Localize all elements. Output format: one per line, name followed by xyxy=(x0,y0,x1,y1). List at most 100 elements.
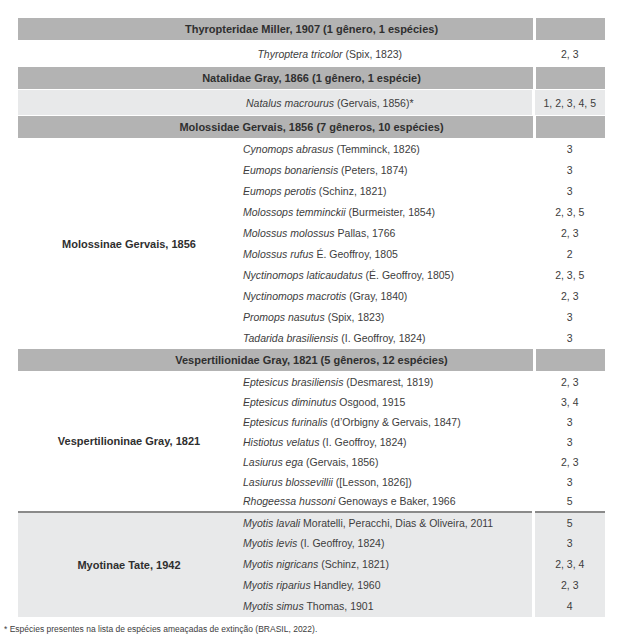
species-cell: Myotis levis (I. Geoffroy, 1824) xyxy=(240,533,533,554)
species-cell: Myotis riparius Handley, 1960 xyxy=(240,575,533,596)
species-authority: Thomas, 1901 xyxy=(304,600,374,612)
subfamily-cell: Molossinae Gervais, 1856 xyxy=(18,139,240,349)
species-row: Molossinae Gervais, 1856Cynomops abrasus… xyxy=(18,139,605,160)
species-cell: Eumops bonariensis (Peters, 1874) xyxy=(240,160,533,181)
species-authority: Osgood, 1915 xyxy=(336,396,405,408)
subfamily-cell: Vespertilioninae Gray, 1821 xyxy=(18,372,240,512)
species-authority: (Desmarest, 1819) xyxy=(343,376,433,388)
species-scientific-name: Eptesicus brasiliensis xyxy=(243,376,343,388)
species-cell: Myotis simus Thomas, 1901 xyxy=(240,596,533,617)
species-cell: Tadarida brasiliensis (I. Geoffroy, 1824… xyxy=(240,328,533,349)
species-authority: Handley, 1960 xyxy=(311,579,381,591)
species-scientific-name: Histiotus velatus xyxy=(243,436,319,448)
family-header-row: Natalidae Gray, 1866 (1 gênero, 1 espéci… xyxy=(18,67,605,90)
species-authority: (I. Geoffroy, 1824) xyxy=(319,436,406,448)
numbers-cell: 3 xyxy=(533,533,605,554)
family-header-label: Vespertilionidae Gray, 1821 (5 gêneros, … xyxy=(18,349,605,372)
species-scientific-name: Cynomops abrasus xyxy=(243,143,333,155)
numbers-cell: 2 xyxy=(533,244,605,265)
species-cell: Molossops temminckii (Burmeister, 1854) xyxy=(240,202,533,223)
numbers-cell: 2, 3, 5 xyxy=(533,265,605,286)
species-cell: Eptesicus diminutus Osgood, 1915 xyxy=(240,392,533,412)
species-scientific-name: Molossus molossus xyxy=(243,227,335,239)
numbers-cell: 5 xyxy=(533,512,605,533)
numbers-cell: 2, 3 xyxy=(533,286,605,307)
family-header-label: Natalidae Gray, 1866 (1 gênero, 1 espéci… xyxy=(18,67,605,90)
species-table: Thyropteridae Miller, 1907 (1 gênero, 1 … xyxy=(18,17,605,617)
numbers-cell: 3 xyxy=(533,139,605,160)
species-cell: Myotis lavali Moratelli, Peracchi, Dias … xyxy=(240,512,533,533)
species-scientific-name: Nyctinomops laticaudatus xyxy=(243,269,363,281)
species-scientific-name: Tadarida brasiliensis xyxy=(243,332,338,344)
species-scientific-name: Lasiurus blossevillii xyxy=(243,476,333,488)
numbers-cell: 3 xyxy=(533,412,605,432)
species-scientific-name: Thyroptera tricolor xyxy=(257,48,342,60)
family-header-row: Thyropteridae Miller, 1907 (1 gênero, 1 … xyxy=(18,18,605,41)
numbers-cell: 3 xyxy=(533,472,605,492)
species-authority: (Gervais, 1856) xyxy=(303,456,378,468)
numbers-cell: 3, 4 xyxy=(533,392,605,412)
family-header-row: Vespertilionidae Gray, 1821 (5 gêneros, … xyxy=(18,349,605,372)
footnote: * Espécies presentes na lista de espécie… xyxy=(4,624,625,634)
family-header-row: Molossidae Gervais, 1856 (7 gêneros, 10 … xyxy=(18,116,605,139)
species-cell: Lasiurus ega (Gervais, 1856) xyxy=(240,452,533,472)
numbers-cell: 4 xyxy=(533,596,605,617)
species-cell: Promops nasutus (Spix, 1823) xyxy=(240,307,533,328)
species-scientific-name: Eumops bonariensis xyxy=(243,164,338,176)
species-cell: Thyroptera tricolor (Spix, 1823) xyxy=(18,41,533,67)
species-cell: Natalus macrourus (Gervais, 1856)* xyxy=(18,90,533,116)
numbers-cell: 3 xyxy=(533,160,605,181)
numbers-cell: 2, 3 xyxy=(533,452,605,472)
species-authority: (Temminck, 1826) xyxy=(333,143,419,155)
numbers-cell: 2, 3, 4 xyxy=(533,554,605,575)
species-row: Thyroptera tricolor (Spix, 1823)2, 3 xyxy=(18,41,605,67)
numbers-cell: 3 xyxy=(533,328,605,349)
species-scientific-name: Nyctinomops macrotis xyxy=(243,290,346,302)
species-cell: Molossus rufus É. Geoffroy, 1805 xyxy=(240,244,533,265)
species-scientific-name: Natalus macrourus xyxy=(246,97,334,109)
species-cell: Histiotus velatus (I. Geoffroy, 1824) xyxy=(240,432,533,452)
species-cell: Eptesicus furinalis (d’Orbigny & Gervais… xyxy=(240,412,533,432)
species-authority: ([Lesson, 1826]) xyxy=(333,476,412,488)
species-scientific-name: Eptesicus furinalis xyxy=(243,416,328,428)
species-authority: (Gray, 1840) xyxy=(346,290,407,302)
species-cell: Cynomops abrasus (Temminck, 1826) xyxy=(240,139,533,160)
numbers-cell: 5 xyxy=(533,492,605,512)
species-cell: Nyctinomops macrotis (Gray, 1840) xyxy=(240,286,533,307)
species-authority: (Burmeister, 1854) xyxy=(346,206,435,218)
species-scientific-name: Lasiurus ega xyxy=(243,456,303,468)
numbers-cell: 3 xyxy=(533,181,605,202)
species-authority: (I. Geoffroy, 1824) xyxy=(338,332,425,344)
species-authority: (Schinz, 1821) xyxy=(316,185,387,197)
species-cell: Rhogeessa hussoni Genoways e Baker, 1966 xyxy=(240,492,533,512)
species-row: Vespertilioninae Gray, 1821Eptesicus bra… xyxy=(18,372,605,392)
species-authority: Moratelli, Peracchi, Dias & Oliveira, 20… xyxy=(300,517,493,529)
species-scientific-name: Promops nasutus xyxy=(243,311,325,323)
species-table-body: Thyropteridae Miller, 1907 (1 gênero, 1 … xyxy=(18,18,605,617)
numbers-cell: 3 xyxy=(533,432,605,452)
species-authority: (d’Orbigny & Gervais, 1847) xyxy=(328,416,461,428)
species-authority: (Gervais, 1856)* xyxy=(334,97,413,109)
family-header-label: Molossidae Gervais, 1856 (7 gêneros, 10 … xyxy=(18,116,605,139)
species-cell: Myotis nigricans (Schinz, 1821) xyxy=(240,554,533,575)
species-authority: (I. Geoffroy, 1824) xyxy=(297,537,384,549)
species-scientific-name: Myotis levis xyxy=(243,537,297,549)
family-header-label: Thyropteridae Miller, 1907 (1 gênero, 1 … xyxy=(18,18,605,41)
species-scientific-name: Eptesicus diminutus xyxy=(243,396,336,408)
species-authority: (Spix, 1823) xyxy=(343,48,403,60)
species-scientific-name: Myotis nigricans xyxy=(243,558,318,570)
species-authority: (É. Geoffroy, 1805) xyxy=(363,269,454,281)
species-scientific-name: Eumops perotis xyxy=(243,185,316,197)
species-scientific-name: Molossops temminckii xyxy=(243,206,346,218)
species-authority: (Peters, 1874) xyxy=(338,164,407,176)
species-cell: Eptesicus brasiliensis (Desmarest, 1819) xyxy=(240,372,533,392)
species-authority: Pallas, 1766 xyxy=(335,227,396,239)
species-authority: (Schinz, 1821) xyxy=(318,558,389,570)
species-row: Natalus macrourus (Gervais, 1856)*1, 2, … xyxy=(18,90,605,116)
species-cell: Lasiurus blossevillii ([Lesson, 1826]) xyxy=(240,472,533,492)
species-authority: (Spix, 1823) xyxy=(325,311,385,323)
numbers-cell: 2, 3 xyxy=(533,41,605,67)
species-cell: Nyctinomops laticaudatus (É. Geoffroy, 1… xyxy=(240,265,533,286)
numbers-cell: 3 xyxy=(533,307,605,328)
subfamily-cell: Myotinae Tate, 1942 xyxy=(18,512,240,617)
